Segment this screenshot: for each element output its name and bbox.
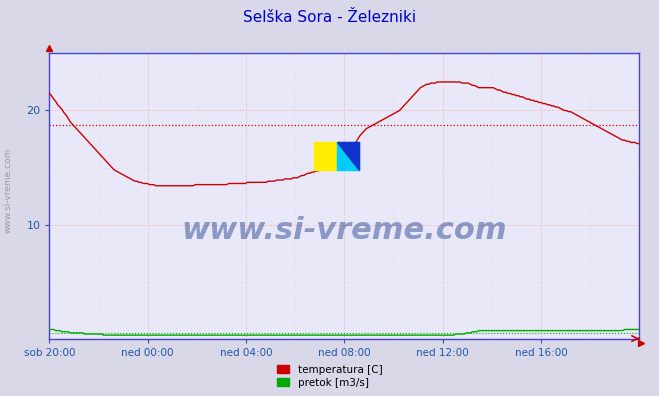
Text: www.si-vreme.com: www.si-vreme.com: [4, 147, 13, 233]
Bar: [337, 142, 359, 170]
Text: Selška Sora - Železniki: Selška Sora - Železniki: [243, 10, 416, 25]
Bar: [314, 142, 337, 170]
Legend: temperatura [C], pretok [m3/s]: temperatura [C], pretok [m3/s]: [273, 362, 386, 391]
Polygon shape: [337, 142, 359, 170]
Text: www.si-vreme.com: www.si-vreme.com: [181, 216, 507, 245]
